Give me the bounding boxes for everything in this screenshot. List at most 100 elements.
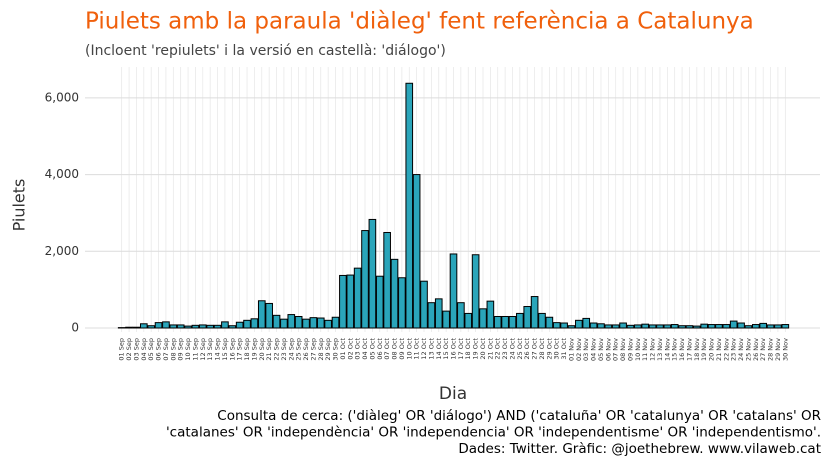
bar (435, 299, 442, 328)
bar (767, 325, 774, 328)
bar (251, 319, 258, 328)
bar (472, 255, 479, 328)
bar (730, 321, 737, 328)
bar (480, 309, 487, 328)
bar (413, 175, 420, 328)
bar (568, 326, 575, 328)
bar (517, 313, 524, 328)
bar (738, 323, 745, 328)
bar (258, 301, 265, 328)
bar (576, 320, 583, 328)
bar (671, 325, 678, 328)
y-tick-label: 4,000 (45, 167, 79, 181)
bar (222, 322, 229, 328)
bar (775, 325, 782, 328)
bar (199, 325, 206, 328)
bar (354, 268, 361, 328)
bar (679, 326, 686, 328)
bar (155, 323, 162, 328)
bar (391, 259, 398, 328)
bar (686, 326, 693, 328)
bar (708, 325, 715, 328)
chart-subtitle: (Incloent 'repiulets' i la versió en cas… (85, 43, 446, 59)
bar (295, 316, 302, 328)
bar (649, 325, 656, 328)
bar (546, 317, 553, 328)
x-tick-label: 30 Nov (781, 338, 789, 361)
bar (266, 303, 273, 328)
bar (539, 313, 546, 328)
caption: 'catalanes' OR 'independència' OR 'indep… (166, 425, 821, 441)
bar (421, 281, 428, 328)
bar (450, 254, 457, 328)
bar (148, 326, 155, 328)
bar (384, 232, 391, 328)
bar (753, 325, 760, 328)
y-axis-label: Piulets (10, 179, 29, 232)
bar (664, 325, 671, 328)
bar (494, 316, 501, 328)
bar (192, 325, 199, 328)
bar (340, 275, 347, 328)
bar (126, 327, 133, 328)
bar (745, 326, 752, 328)
y-tick-label: 6,000 (45, 90, 79, 104)
bar (317, 318, 324, 328)
bar (561, 323, 568, 328)
bar (524, 307, 531, 328)
bar (458, 303, 465, 328)
bar (716, 325, 723, 328)
bar (509, 316, 516, 328)
chart-title: Piulets amb la paraula 'diàleg' fent ref… (85, 9, 754, 35)
bar (140, 324, 147, 328)
bar (612, 325, 619, 328)
bar (177, 325, 184, 328)
bar (531, 297, 538, 328)
bar (376, 276, 383, 328)
bar (627, 325, 634, 328)
bar (553, 323, 560, 328)
bar (406, 83, 413, 328)
bar (244, 320, 251, 328)
bar (583, 318, 590, 328)
bar (229, 326, 236, 328)
bar (170, 325, 177, 328)
caption: Dades: Twitter. Gràfic: @joethebrew. www… (458, 441, 821, 457)
y-tick-label: 0 (71, 321, 79, 335)
bar (288, 315, 295, 328)
bar (502, 316, 509, 328)
bar (443, 311, 450, 328)
bar (723, 325, 730, 328)
bar (369, 219, 376, 328)
x-axis-label: Dia (439, 384, 467, 404)
bar (465, 313, 472, 328)
bar (620, 323, 627, 328)
bar (163, 322, 170, 328)
bar (590, 323, 597, 328)
bar (133, 327, 140, 328)
bar (598, 324, 605, 328)
bar (236, 322, 243, 328)
bar (325, 320, 332, 328)
bar (281, 319, 288, 328)
bar (782, 325, 789, 328)
bar (362, 231, 369, 328)
bar (657, 325, 664, 328)
bar (487, 301, 494, 328)
bar (399, 278, 406, 328)
bar (635, 325, 642, 328)
bar (760, 323, 767, 328)
bar (207, 325, 214, 328)
bar (310, 318, 317, 328)
bar (332, 317, 339, 328)
bar (303, 319, 310, 328)
bar (185, 326, 192, 328)
caption: Consulta de cerca: ('diàleg' OR 'diálogo… (217, 408, 821, 424)
bar (642, 324, 649, 328)
bar (347, 275, 354, 328)
bar (694, 326, 701, 328)
bar (605, 325, 612, 328)
bar (214, 325, 221, 328)
bar (701, 324, 708, 328)
